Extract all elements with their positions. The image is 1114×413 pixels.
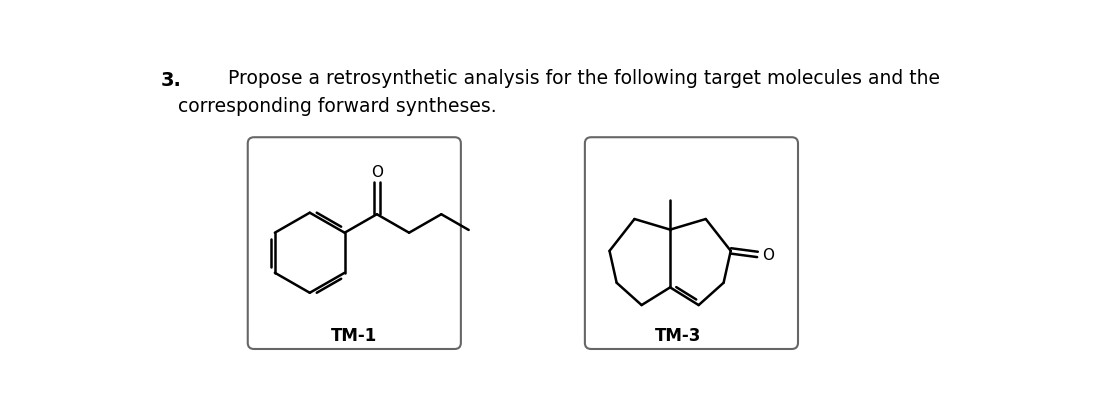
FancyBboxPatch shape (585, 138, 798, 349)
Text: TM-1: TM-1 (331, 326, 377, 344)
Text: 3.: 3. (160, 71, 182, 90)
Text: O: O (371, 164, 383, 179)
Text: TM-3: TM-3 (655, 326, 701, 344)
Text: O: O (762, 247, 774, 262)
Text: Propose a retrosynthetic analysis for the following target molecules and the: Propose a retrosynthetic analysis for th… (228, 69, 940, 88)
FancyBboxPatch shape (247, 138, 461, 349)
Text: corresponding forward syntheses.: corresponding forward syntheses. (178, 97, 497, 116)
